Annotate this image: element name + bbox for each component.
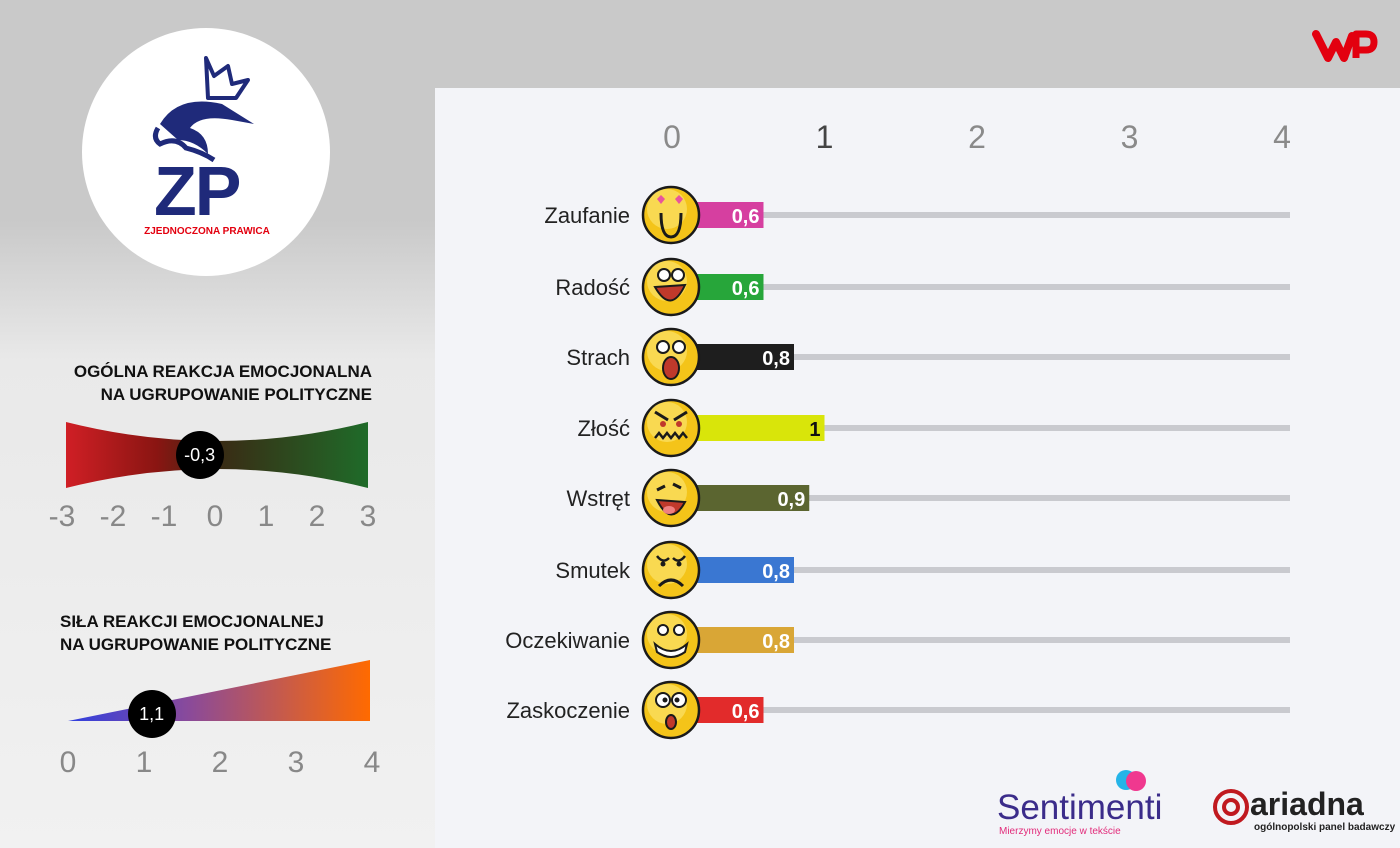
bar-track bbox=[671, 495, 1290, 501]
scale-tick-label: 2 bbox=[308, 500, 326, 533]
bar-value-label: 0,6 bbox=[732, 206, 760, 228]
bar-track bbox=[671, 637, 1290, 643]
bar-track bbox=[671, 425, 1290, 431]
category-label: Złość bbox=[577, 416, 630, 441]
surprised-face-icon bbox=[641, 680, 701, 740]
strength-value-marker: 1,1 bbox=[127, 690, 176, 738]
bar-value-label: 0,8 bbox=[762, 348, 790, 370]
category-label: Wstręt bbox=[566, 486, 630, 511]
scale-tick-label: -2 bbox=[99, 500, 127, 533]
category-label: Zaskoczenie bbox=[506, 698, 630, 723]
in-love-face-icon bbox=[641, 185, 701, 245]
bar-track bbox=[671, 212, 1290, 218]
bar-track bbox=[671, 567, 1290, 573]
bar-value-label: 0,9 bbox=[777, 489, 805, 511]
bar-value-label: 0,6 bbox=[732, 701, 760, 723]
expecting-face-icon bbox=[641, 610, 701, 670]
overall-title-line2: NA UGRUPOWANIE POLITYCZNE bbox=[100, 385, 372, 404]
bar-value-label: 0,8 bbox=[762, 631, 790, 653]
sentimenti-tagline: Mierzymy emocje w tekście bbox=[999, 826, 1121, 837]
strength-title-line2: NA UGRUPOWANIE POLITYCZNE bbox=[60, 635, 332, 654]
angry-face-icon bbox=[641, 398, 701, 458]
bar-value-label: 1 bbox=[809, 419, 820, 441]
scared-face-icon bbox=[641, 327, 701, 387]
scale-tick-label: 2 bbox=[211, 746, 229, 779]
bar-track bbox=[671, 354, 1290, 360]
category-label: Strach bbox=[566, 345, 630, 370]
scale-tick-label: 0 bbox=[206, 500, 224, 533]
overall-value-marker: -0,3 bbox=[175, 431, 224, 479]
scale-tick-label: -3 bbox=[48, 500, 76, 533]
party-name: ZJEDNOCZONA PRAWICA bbox=[144, 226, 270, 237]
ariadna-spiral-icon bbox=[1213, 789, 1249, 825]
laughing-face-icon bbox=[641, 257, 701, 317]
wp-logo bbox=[1312, 30, 1378, 62]
bar-value-label: 0,8 bbox=[762, 561, 790, 583]
sentimenti-heads-icon bbox=[1116, 770, 1146, 791]
overall-heading: OGÓLNA REAKCJA EMOCJONALNA NA UGRUPOWANI… bbox=[40, 360, 372, 406]
disgusted-face-icon bbox=[641, 468, 701, 528]
bar-value-label: 0,6 bbox=[732, 278, 760, 300]
category-label: Smutek bbox=[555, 558, 631, 583]
scale-tick-label: 0 bbox=[59, 746, 77, 779]
party-initials: ZP bbox=[154, 152, 241, 230]
scale-tick-label: 4 bbox=[363, 746, 381, 779]
scale-tick-label: -1 bbox=[150, 500, 178, 533]
ariadna-tagline: ogólnopolski panel badawczy bbox=[1254, 822, 1396, 833]
x-tick-label: 4 bbox=[1273, 119, 1291, 155]
x-tick-label: 1 bbox=[816, 119, 834, 155]
strength-heading: SIŁA REAKCJI EMOCJONALNEJ NA UGRUPOWANIE… bbox=[60, 610, 380, 656]
category-label: Zaufanie bbox=[544, 203, 630, 228]
scale-tick-label: 1 bbox=[257, 500, 275, 533]
scale-tick-label: 3 bbox=[287, 746, 305, 779]
party-logo: ZP ZJEDNOCZONA PRAWICA bbox=[82, 28, 330, 276]
sad-face-icon bbox=[641, 540, 701, 600]
category-label: Oczekiwanie bbox=[505, 628, 630, 653]
ariadna-name: ariadna bbox=[1250, 786, 1364, 822]
x-tick-label: 0 bbox=[663, 119, 681, 155]
sentimenti-name: Sentimenti bbox=[997, 788, 1163, 827]
x-tick-label: 2 bbox=[968, 119, 986, 155]
bar-track bbox=[671, 707, 1290, 713]
scale-tick-label: 1 bbox=[135, 746, 153, 779]
bar-track bbox=[671, 284, 1290, 290]
category-label: Radość bbox=[555, 275, 630, 300]
x-tick-label: 3 bbox=[1121, 119, 1139, 155]
scale-tick-label: 3 bbox=[359, 500, 377, 533]
eagle-crown-icon bbox=[152, 56, 254, 163]
strength-title-line1: SIŁA REAKCJI EMOCJONALNEJ bbox=[60, 612, 324, 631]
overall-title-line1: OGÓLNA REAKCJA EMOCJONALNA bbox=[73, 362, 372, 381]
